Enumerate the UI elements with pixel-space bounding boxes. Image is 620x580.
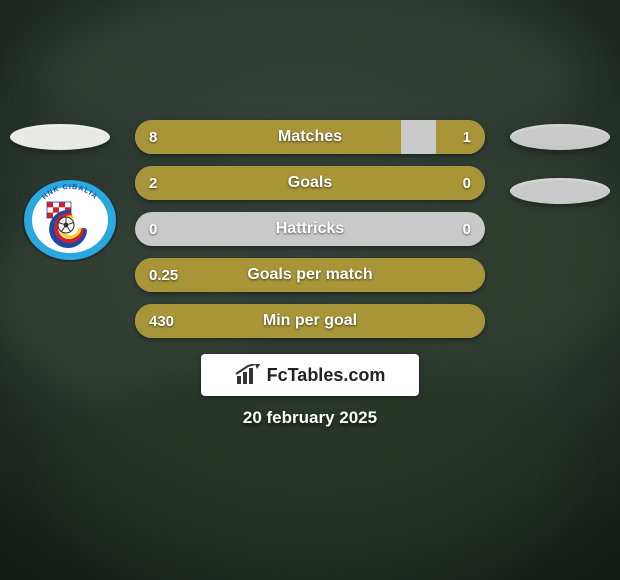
stat-value-left: 8: [135, 129, 195, 146]
stat-row: 8Matches1: [135, 120, 485, 154]
stat-value-left: 0.25: [135, 267, 195, 284]
stat-value-left: 430: [135, 313, 195, 330]
date-text: 20 february 2025: [0, 408, 620, 428]
brand-text: FcTables.com: [267, 365, 386, 386]
stat-row: 430Min per goal: [135, 304, 485, 338]
stat-value-left: 0: [135, 221, 195, 238]
stat-row: 0.25Goals per match: [135, 258, 485, 292]
player1-placeholder-oval: [10, 124, 110, 150]
stat-value-left: 2: [135, 175, 195, 192]
brand-badge: FcTables.com: [201, 354, 419, 396]
stat-label: Matches: [195, 128, 425, 146]
player2-placeholder-oval: [510, 124, 610, 150]
stat-label: Goals per match: [195, 266, 425, 284]
stat-row: 2Goals0: [135, 166, 485, 200]
club-badge-icon: HNK CIBALIA: [20, 179, 120, 264]
player2-placeholder-oval-2: [510, 178, 610, 204]
stat-label: Goals: [195, 174, 425, 192]
stat-value-right: 1: [425, 129, 485, 146]
stat-bars: 8Matches12Goals00Hattricks00.25Goals per…: [135, 120, 485, 350]
bar-chart-icon: [235, 364, 261, 386]
stat-value-right: 0: [425, 221, 485, 238]
stat-label: Min per goal: [195, 312, 425, 330]
stat-value-right: 0: [425, 175, 485, 192]
stat-row: 0Hattricks0: [135, 212, 485, 246]
stat-label: Hattricks: [195, 220, 425, 238]
